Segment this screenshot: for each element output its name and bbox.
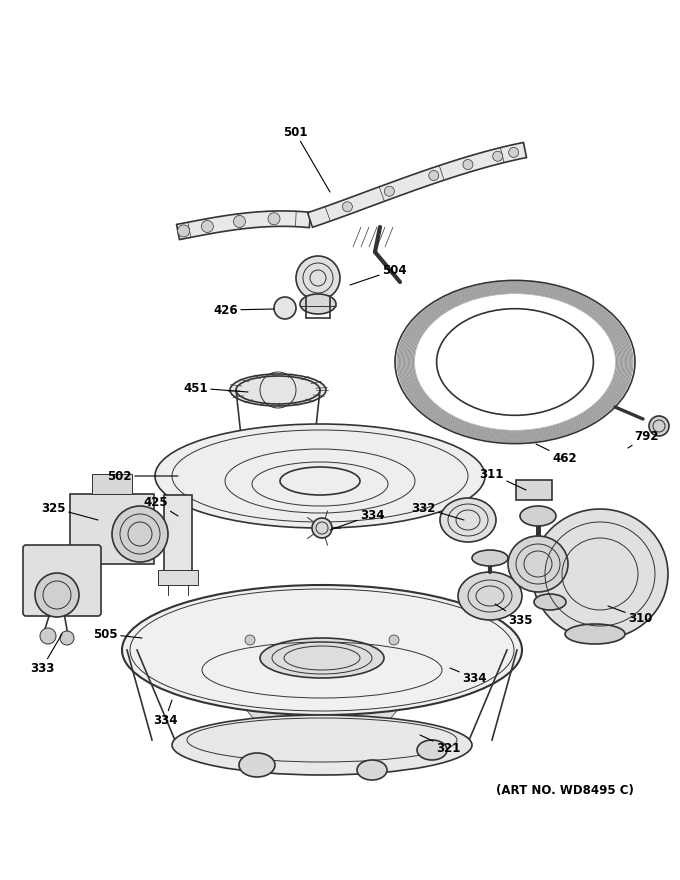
Text: 462: 462 (536, 444, 577, 465)
Circle shape (509, 148, 519, 158)
Ellipse shape (532, 509, 668, 639)
Circle shape (177, 225, 190, 237)
Ellipse shape (242, 433, 314, 457)
Text: 333: 333 (30, 634, 62, 674)
Text: 325: 325 (41, 502, 98, 520)
Ellipse shape (417, 740, 447, 760)
Text: 334: 334 (330, 509, 384, 530)
Circle shape (245, 635, 255, 645)
FancyBboxPatch shape (92, 474, 132, 494)
Circle shape (463, 159, 473, 170)
Ellipse shape (112, 506, 168, 562)
Circle shape (649, 416, 669, 436)
Text: 502: 502 (107, 470, 178, 482)
Polygon shape (177, 211, 311, 239)
Ellipse shape (122, 585, 522, 715)
Text: 334: 334 (153, 700, 177, 727)
Text: 426: 426 (214, 304, 274, 317)
Text: 311: 311 (479, 467, 526, 490)
Text: 792: 792 (628, 429, 658, 448)
Text: 425: 425 (143, 495, 178, 516)
Text: 321: 321 (420, 735, 460, 754)
Text: 505: 505 (93, 627, 142, 641)
Circle shape (296, 256, 340, 300)
Text: (ART NO. WD8495 C): (ART NO. WD8495 C) (496, 783, 634, 796)
Circle shape (389, 635, 399, 645)
FancyBboxPatch shape (516, 480, 552, 500)
Circle shape (493, 151, 503, 161)
Ellipse shape (520, 506, 556, 526)
FancyBboxPatch shape (158, 570, 198, 585)
Text: 334: 334 (450, 668, 486, 685)
Circle shape (343, 202, 352, 212)
Ellipse shape (534, 594, 566, 610)
FancyBboxPatch shape (70, 494, 154, 564)
Circle shape (35, 573, 79, 617)
Circle shape (312, 518, 332, 538)
Circle shape (201, 221, 214, 232)
Ellipse shape (440, 498, 496, 542)
Text: 332: 332 (411, 502, 464, 520)
Polygon shape (242, 705, 302, 740)
Text: 501: 501 (283, 126, 330, 192)
Circle shape (60, 631, 74, 645)
Circle shape (268, 213, 280, 224)
Ellipse shape (300, 294, 336, 314)
FancyBboxPatch shape (164, 495, 192, 575)
Ellipse shape (565, 624, 625, 644)
Ellipse shape (230, 374, 326, 406)
Circle shape (429, 171, 439, 180)
Text: 504: 504 (350, 263, 407, 285)
Circle shape (274, 297, 296, 319)
Text: 451: 451 (184, 382, 248, 394)
Ellipse shape (357, 760, 387, 780)
Circle shape (233, 216, 245, 227)
Text: 310: 310 (608, 606, 652, 625)
Ellipse shape (260, 638, 384, 678)
FancyBboxPatch shape (23, 545, 101, 616)
Text: 335: 335 (495, 604, 532, 627)
Polygon shape (342, 705, 402, 740)
Circle shape (384, 187, 394, 196)
Ellipse shape (508, 536, 568, 592)
Circle shape (40, 628, 56, 644)
Polygon shape (307, 143, 526, 227)
Ellipse shape (472, 550, 508, 566)
Ellipse shape (172, 715, 472, 775)
Ellipse shape (239, 753, 275, 777)
Ellipse shape (155, 424, 485, 528)
Ellipse shape (458, 572, 522, 620)
